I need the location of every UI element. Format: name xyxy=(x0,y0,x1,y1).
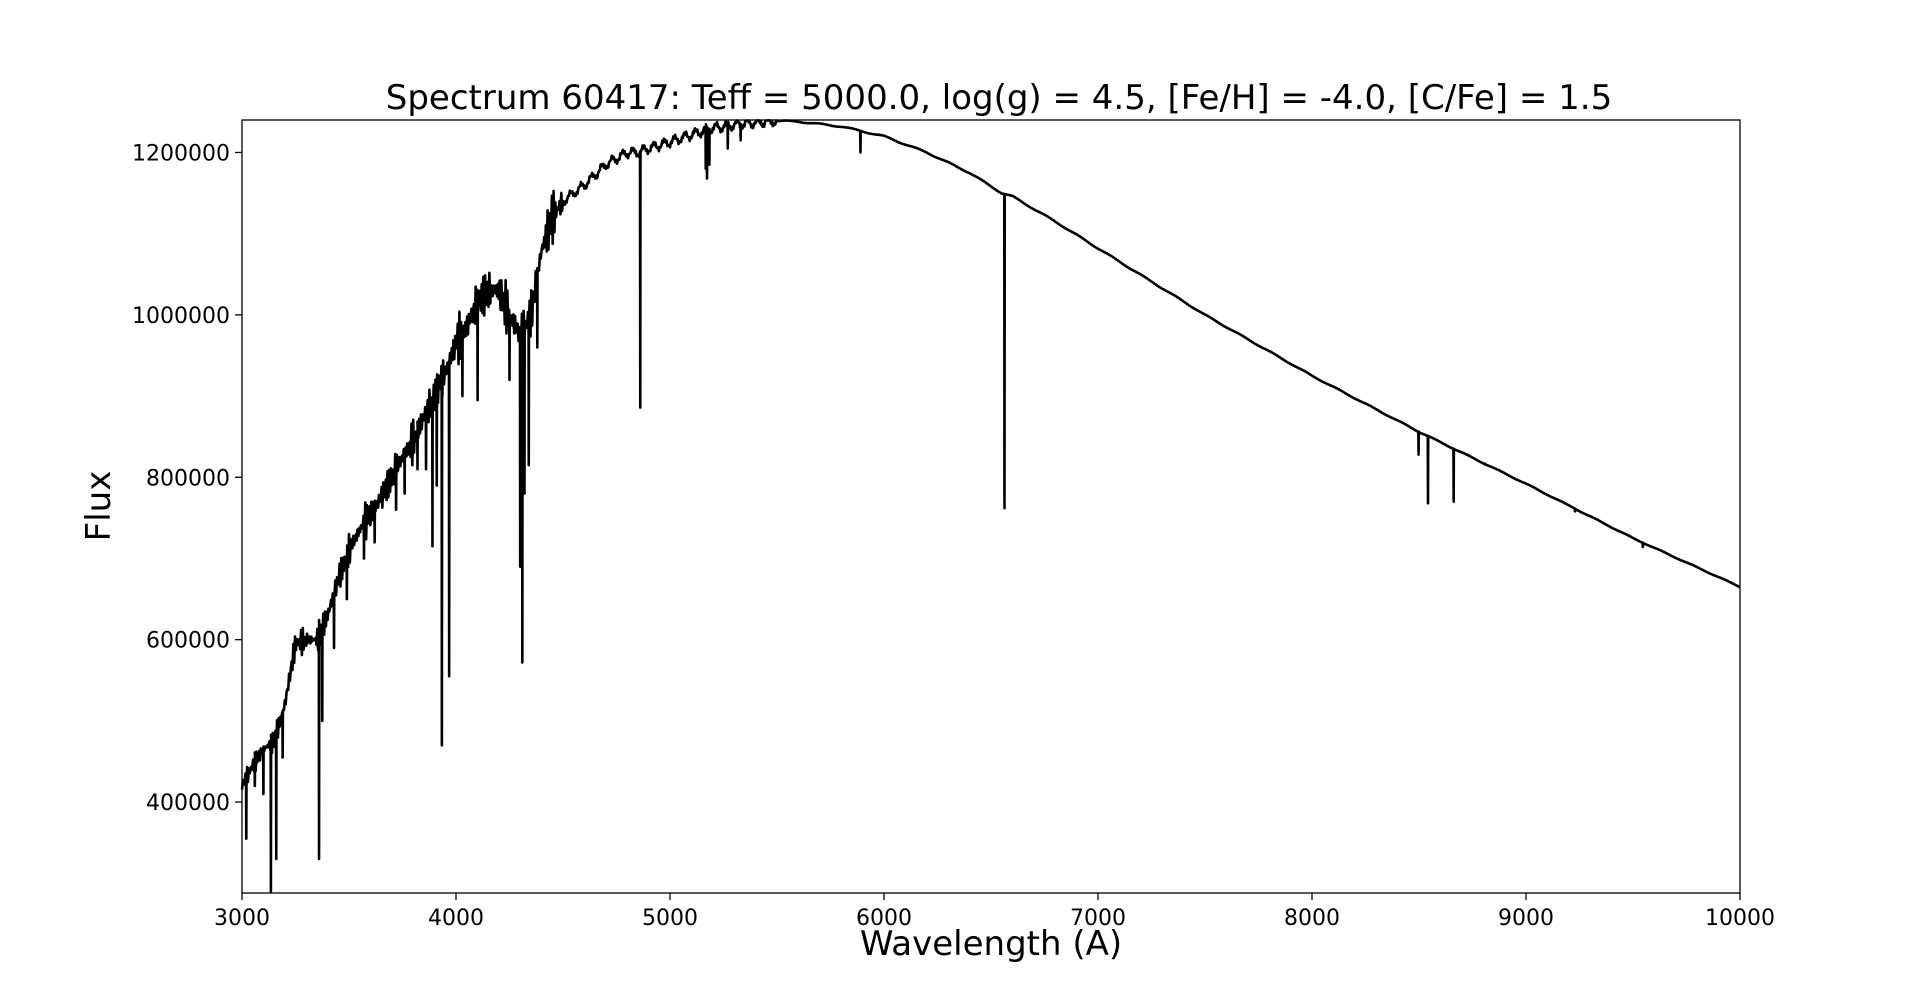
y-tick-label: 400000 xyxy=(146,791,230,816)
x-tick-label: 6000 xyxy=(856,906,912,931)
spectrum-line xyxy=(240,119,1741,893)
y-tick-label: 800000 xyxy=(146,466,230,491)
x-tick-label: 5000 xyxy=(642,906,698,931)
plot-area xyxy=(240,119,1741,893)
y-axis-ticks: 400000 600000 800000 1000000 1200000 xyxy=(132,141,242,816)
y-tick-label: 1000000 xyxy=(132,304,230,329)
chart-title: Spectrum 60417: Teff = 5000.0, log(g) = … xyxy=(386,78,1612,118)
x-tick-label: 3000 xyxy=(214,906,270,931)
x-tick-label: 9000 xyxy=(1498,906,1554,931)
axes-frame xyxy=(241,119,1741,894)
x-tick-label: 8000 xyxy=(1284,906,1340,931)
x-tick-label: 4000 xyxy=(428,906,484,931)
y-axis-label: Flux xyxy=(79,471,119,542)
x-axis-ticks: 3000 4000 5000 6000 7000 8000 9000 10000 xyxy=(214,893,1775,931)
y-tick-label: 1200000 xyxy=(132,141,230,166)
x-tick-label: 7000 xyxy=(1070,906,1126,931)
x-tick-label: 10000 xyxy=(1705,906,1775,931)
y-tick-label: 600000 xyxy=(146,629,230,654)
x-axis-label: Wavelength (A) xyxy=(860,924,1122,964)
